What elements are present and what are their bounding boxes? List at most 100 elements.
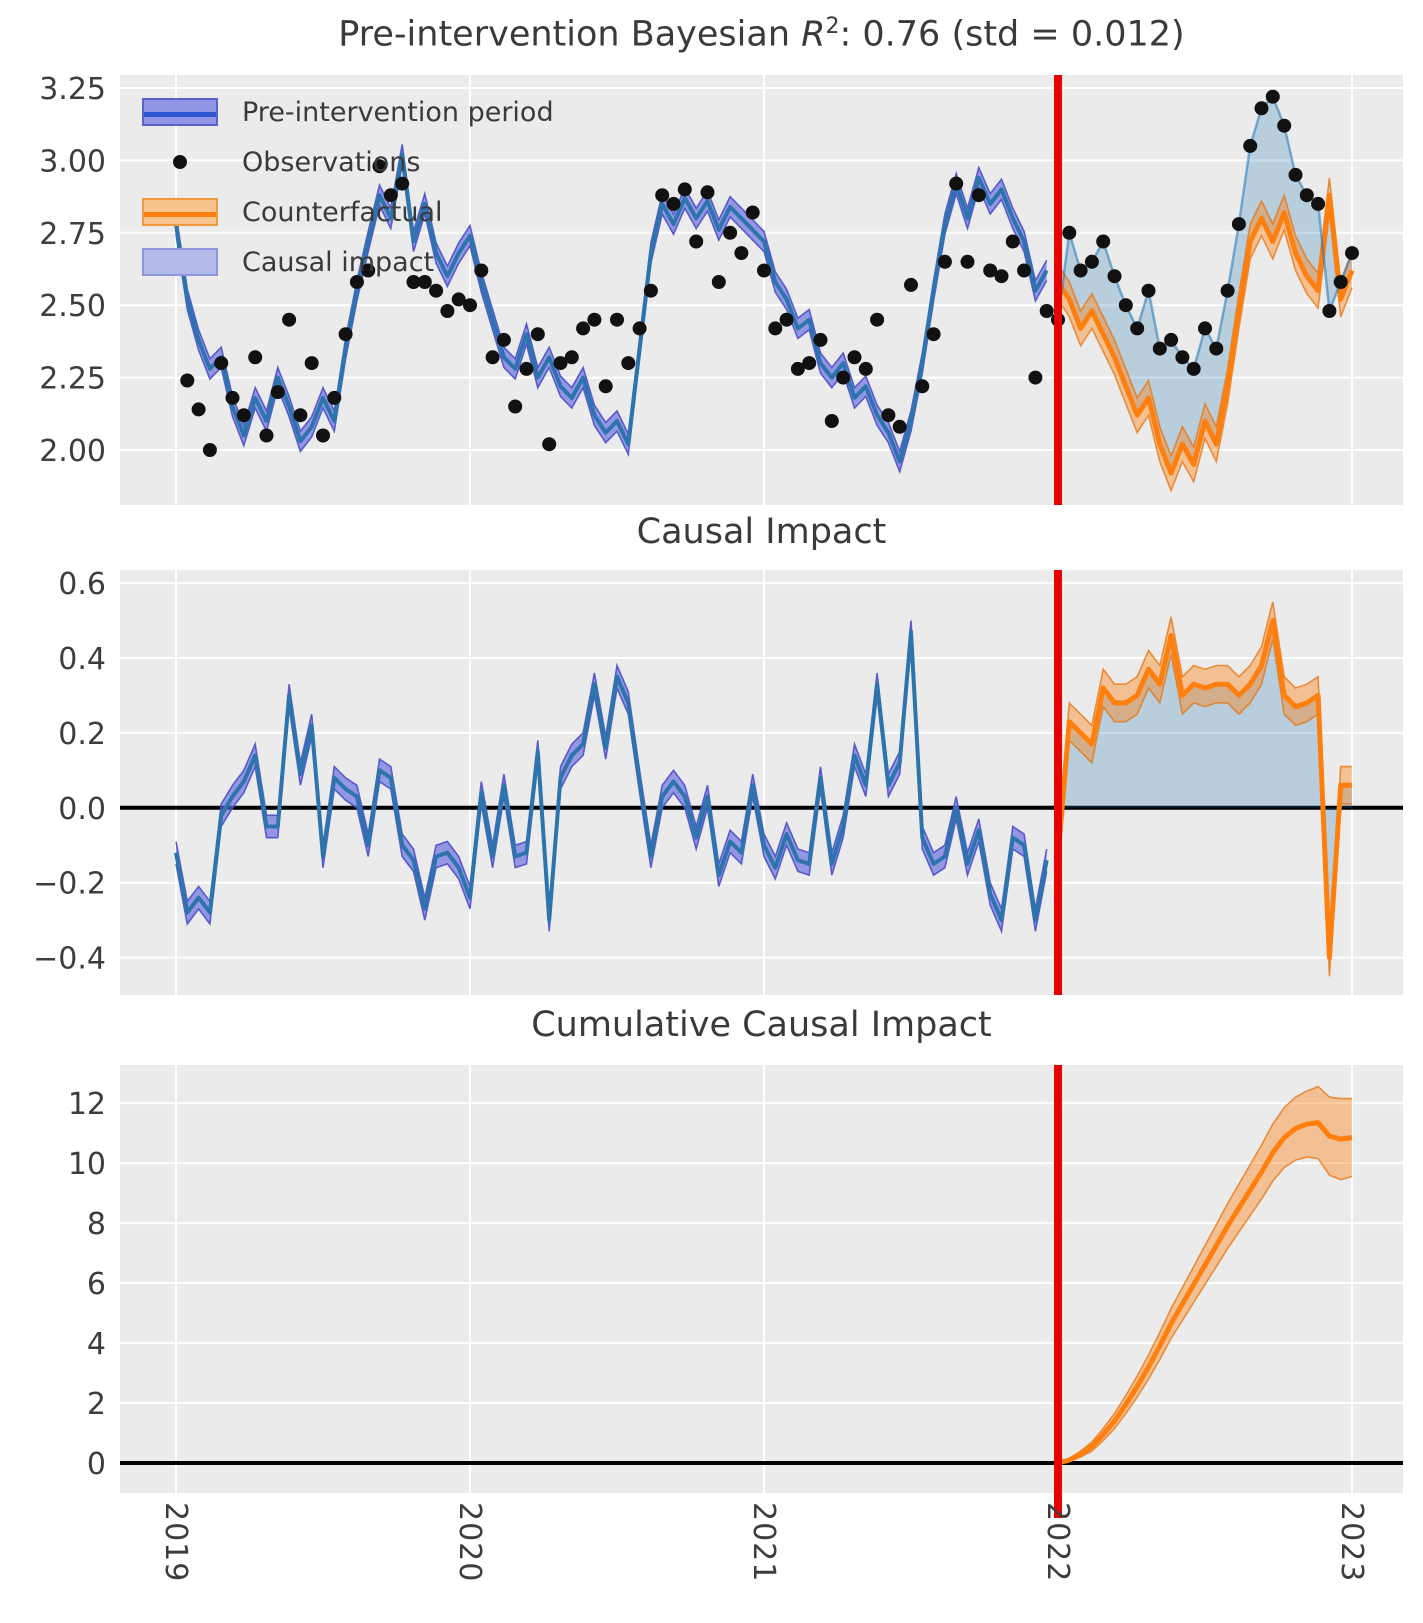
x-tick-label: 2021 [746,1502,781,1583]
legend-band [142,248,218,276]
fit-panel-title: Pre-intervention Bayesian R2: 0.76 (std … [120,14,1403,55]
y-tick-label: 3.00 [39,144,106,179]
observations-dot-icon [142,148,218,176]
observation-dot [881,408,896,423]
observation-dot [429,283,444,298]
observation-dot [1186,361,1201,376]
observation-dot [1243,138,1258,153]
observation-dot [711,275,726,289]
causal-impact-patch-icon [142,248,218,276]
observation-dot [587,312,602,327]
observation-dot [214,356,229,371]
observation-dot [463,298,477,313]
observation-dot [553,356,568,371]
observation-dot [1130,321,1145,336]
legend-band [142,198,218,226]
observation-dot [1265,89,1280,104]
y-tick-label: 12 [68,1087,106,1122]
counterfactual-band-lower-edge [1057,212,1353,493]
plot-legend: Pre-intervention period Observations Count… [142,96,554,298]
cumulative-panel-title: Cumulative Causal Impact [531,1005,992,1045]
counterfactual-band-upper-edge [1057,177,1353,459]
observation-dot [971,188,986,203]
observation-dot [1073,263,1088,278]
cumulative-band-lower-edge [1057,1156,1353,1464]
observation-dot [1311,196,1326,211]
observation-dot [858,361,873,376]
observation-dot [564,350,579,365]
cumulative-plot-area [120,1065,1403,1493]
observation-dot [1209,341,1224,356]
y-tick-label: 3.25 [39,75,106,107]
observation-dot [1096,234,1111,249]
fit-title-prefix: Pre-intervention Bayesian [338,14,802,55]
impact-post-band [1058,601,1352,977]
observation-dot [598,379,613,394]
observation-dot [892,419,907,434]
legend-label: Observations [242,146,421,178]
cumulative-band [1058,1086,1352,1463]
observation-dot [779,312,794,327]
observation-dot [1299,188,1314,203]
observation-dot [1175,350,1190,365]
counterfactual-line [1055,192,1355,476]
observation-dot [542,437,557,452]
observation-dot [960,254,975,269]
fit-title-stats: : 0.76 (std = 0.012) [839,14,1185,55]
observation-dot [225,390,240,405]
observation-dot [802,356,817,371]
observation-dot [632,321,647,336]
observation-dot [417,275,432,289]
y-tick-label: 0.0 [58,792,106,827]
observation-dot [236,408,251,423]
observation-dot [1028,370,1043,385]
observation-dot [349,275,364,289]
observation-dot [530,327,545,342]
observation-dot [1084,254,1099,269]
observation-dot [406,275,421,289]
observation-dot [1107,269,1122,284]
legend-item-2: Counterfactual [142,197,554,228]
observation-dot [451,292,466,307]
cumulative-band-upper-edge [1057,1085,1352,1464]
impact-panel-title: Causal Impact [636,512,887,552]
observation-dot [836,370,851,385]
observation-dot [745,205,760,220]
observation-dot [926,327,941,342]
impact-post-band-upper-edge [1057,601,1352,939]
observation-dot [270,385,285,400]
observation-dot [824,414,839,428]
legend-label: Pre-intervention period [242,96,554,128]
y-tick-label: 6 [87,1267,106,1302]
observation-dot [666,196,681,211]
observation-dot [768,321,783,336]
observation-dot [1005,234,1020,249]
y-tick-label: 2.50 [39,289,106,324]
legend-mid-line [144,212,216,217]
causal-impact-fill [1058,96,1352,474]
observation-dot [1039,304,1054,318]
pre-intervention-band-upper-edge [175,144,1048,454]
observation-dot [915,379,930,394]
observation-dot [383,188,398,203]
observation-dot [994,269,1009,284]
y-tick-label: 2 [87,1387,106,1422]
observation-dot [508,399,523,414]
legend-item-1: Observations [142,146,554,178]
observation-dot [293,408,308,423]
legend-label: Causal impact [242,246,435,278]
observation-dot [191,402,206,417]
observation-dot [847,350,862,365]
observation-dot [621,356,636,371]
observation-dot [1322,304,1337,318]
observation-dot [904,277,918,292]
observation-dot [180,373,195,388]
observation-dot [757,263,771,278]
observation-dot [1345,246,1359,261]
y-tick-label: 2.25 [39,362,106,397]
observation-dot [689,234,704,249]
y-tick-label: −0.2 [33,867,106,902]
impact-post-line [1055,618,1352,961]
x-tick-label: 2023 [1334,1502,1369,1583]
